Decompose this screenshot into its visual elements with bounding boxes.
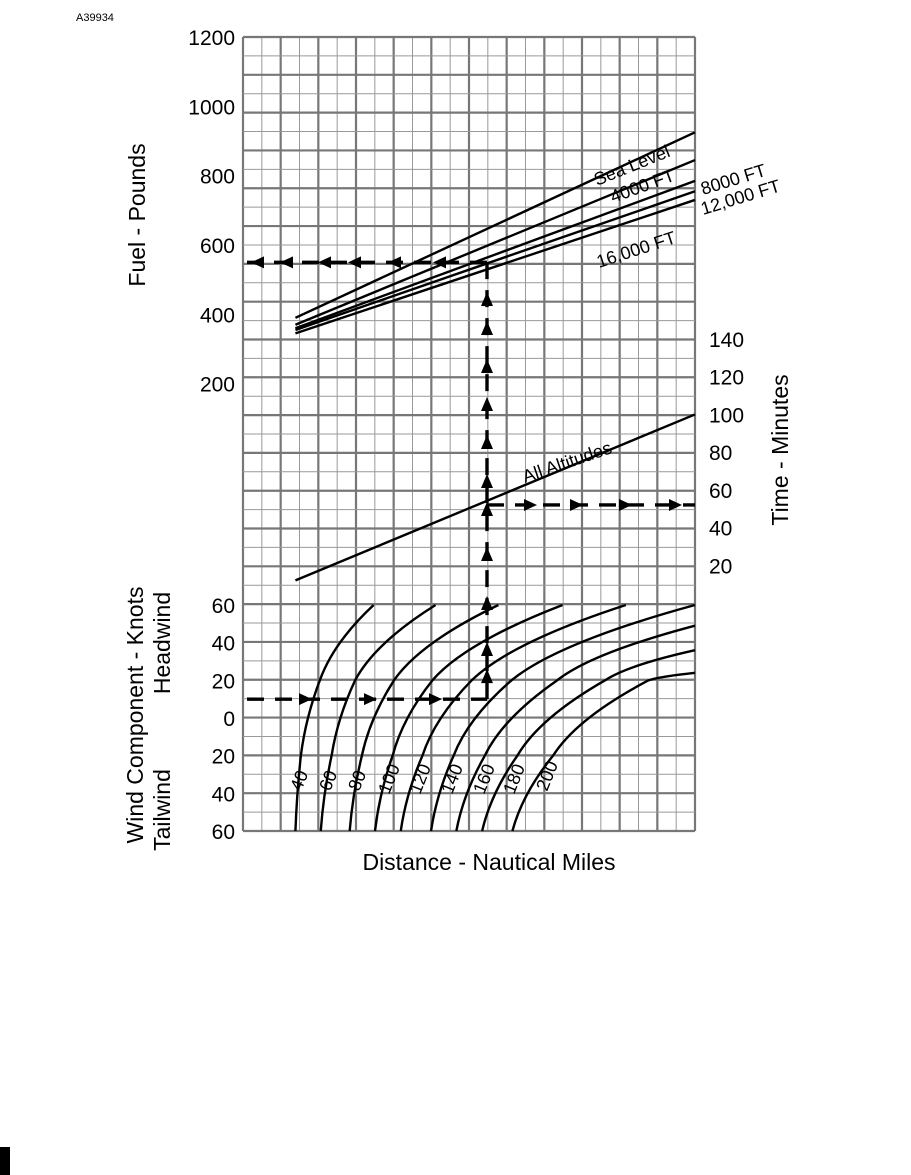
wind-tick-label: 60 xyxy=(212,821,235,844)
tailwind-axis-title: Tailwind xyxy=(149,769,175,851)
distance-curve-label: 140 xyxy=(437,761,467,796)
time-tick-label: 140 xyxy=(709,329,744,352)
time-axis-title: Time - Minutes xyxy=(767,374,793,525)
arrowhead-icon xyxy=(481,547,493,561)
arrowhead-icon xyxy=(669,498,682,511)
time-series-label: All Altitudes xyxy=(520,438,615,487)
time-series-line xyxy=(294,413,696,582)
arrowhead-icon xyxy=(318,256,331,269)
wind-tick-label: 40 xyxy=(212,633,235,656)
fuel-series-line xyxy=(295,179,696,330)
arrowhead-icon xyxy=(481,502,493,516)
arrowhead-icon xyxy=(524,498,537,511)
time-tick-label: 80 xyxy=(709,442,732,465)
distance-curve-label: 40 xyxy=(286,767,312,793)
arrowhead-icon xyxy=(364,693,377,706)
fuel-series-label: 16,000 FT xyxy=(594,227,678,271)
arrowhead-icon xyxy=(299,693,312,706)
arrowhead-icon xyxy=(481,642,493,656)
arrowhead-icon xyxy=(481,321,493,335)
wind-distance-curve xyxy=(319,603,437,832)
time-tick-label: 60 xyxy=(709,480,732,503)
axis-titles: Fuel - Pounds Time - Minutes Wind Componen… xyxy=(122,143,793,875)
arrowhead-icon xyxy=(280,256,293,269)
headwind-axis-title: Headwind xyxy=(149,592,175,694)
wind-tick-label: 20 xyxy=(212,670,235,693)
arrowhead-icon xyxy=(481,292,493,306)
time-tick-label: 20 xyxy=(709,555,732,578)
arrowhead-icon xyxy=(429,693,442,706)
fuel-tick-label: 200 xyxy=(200,374,235,397)
page-corner-mark xyxy=(0,1147,10,1175)
wind-distance-curve xyxy=(480,649,696,832)
arrowhead-icon xyxy=(481,397,493,411)
distance-curve-label: 200 xyxy=(532,758,562,793)
time-tick-label: 100 xyxy=(709,404,744,427)
distance-curve-label: 80 xyxy=(344,767,370,793)
fuel-series-line xyxy=(295,190,696,332)
fuel-series-line xyxy=(294,131,696,319)
fuel-axis-title: Fuel - Pounds xyxy=(124,143,150,286)
fuel-tick-label: 1200 xyxy=(188,27,235,50)
wind-tick-label: 60 xyxy=(212,595,235,618)
wind-tick-label: 20 xyxy=(212,746,235,769)
time-tick-label: 120 xyxy=(709,367,744,390)
arrowhead-icon xyxy=(348,256,361,269)
fuel-series-line xyxy=(295,198,696,335)
arrowhead-icon xyxy=(570,498,583,511)
time-tick-label: 40 xyxy=(709,518,732,541)
distance-curve-label: 180 xyxy=(499,761,529,796)
wind-axis-title: Wind Component - Knots xyxy=(122,587,148,844)
wind-distance-curve xyxy=(348,603,499,832)
tick-labels: 2004006008001000120020406080100120140604… xyxy=(188,27,744,844)
figure-id: A39934 xyxy=(76,12,114,24)
arrowhead-icon xyxy=(481,474,493,488)
wind-tick-label: 0 xyxy=(223,708,235,731)
wind-tick-label: 40 xyxy=(212,783,235,806)
fuel-tick-label: 400 xyxy=(200,304,235,327)
arrowhead-icon xyxy=(433,256,446,269)
wind-distance-curve xyxy=(373,603,563,832)
wind-distance-curve xyxy=(294,604,375,832)
arrowhead-icon xyxy=(619,498,632,511)
arrowhead-icon xyxy=(388,256,401,269)
fuel-series-line xyxy=(294,158,696,326)
distance-axis-title: Distance - Nautical Miles xyxy=(362,849,615,875)
wind-distance-curve xyxy=(511,671,696,832)
distance-curve-label: 160 xyxy=(469,761,499,796)
arrowhead-icon xyxy=(481,596,493,610)
arrowhead-icon xyxy=(481,359,493,373)
wind-distance-curve xyxy=(429,603,696,832)
arrowhead-icon xyxy=(481,669,493,684)
curves xyxy=(294,131,696,832)
fuel-tick-label: 800 xyxy=(200,166,235,189)
arrowhead-icon xyxy=(251,256,264,269)
wind-distance-curve xyxy=(455,624,696,832)
fuel-tick-label: 600 xyxy=(200,235,235,258)
arrowhead-icon xyxy=(481,435,493,449)
example-path xyxy=(247,256,695,706)
distance-curve-label: 100 xyxy=(374,761,404,796)
fuel-tick-label: 1000 xyxy=(188,96,235,119)
